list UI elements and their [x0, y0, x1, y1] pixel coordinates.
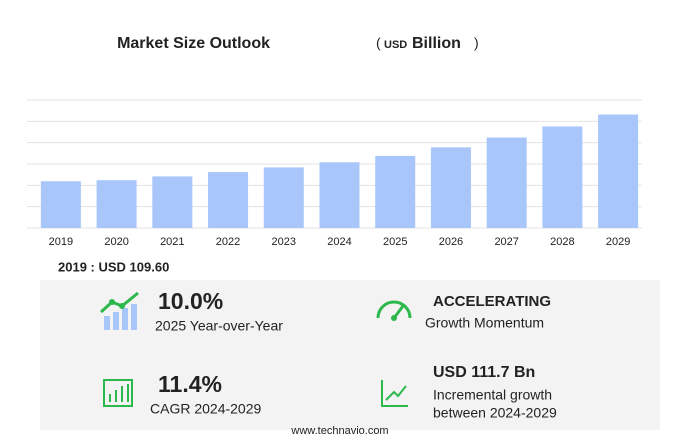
- bar: [263, 167, 304, 228]
- x-tick-label: 2026: [439, 236, 463, 248]
- bar: [486, 137, 527, 228]
- base-year: 2019 : USD 109.60: [58, 259, 169, 274]
- cards-panel: [40, 280, 660, 430]
- bar: [598, 114, 639, 228]
- x-tick-label: 2028: [550, 236, 574, 248]
- x-tick-label: 2020: [104, 236, 128, 248]
- bar: [430, 147, 471, 228]
- x-tick-label: 2025: [383, 236, 407, 248]
- bar: [375, 155, 416, 228]
- unit-close: ): [474, 35, 479, 51]
- x-tick-label: 2024: [327, 236, 351, 248]
- x-tick-label: 2027: [494, 236, 518, 248]
- card-value: 10.0%: [158, 288, 223, 314]
- x-tick-label: 2019: [49, 236, 73, 248]
- unit-label: Billion: [412, 35, 461, 52]
- bar: [152, 176, 193, 228]
- icon-cagr: [103, 379, 133, 407]
- bar: [319, 162, 360, 228]
- card-value: 11.4%: [158, 371, 222, 397]
- card-label: 2025 Year-over-Year: [155, 318, 283, 334]
- icon-growth: [99, 291, 139, 330]
- chart-title: Market Size Outlook: [117, 35, 270, 52]
- card-label: Growth Momentum: [425, 315, 544, 331]
- bar: [96, 180, 137, 228]
- bar: [542, 126, 583, 228]
- card-value: USD 111.7 Bn: [433, 364, 535, 381]
- x-tick-label: 2029: [606, 236, 630, 248]
- card-value: ACCELERATING: [433, 293, 551, 310]
- footer: www.technavio.com: [290, 425, 388, 437]
- unit-currency: USD: [384, 39, 407, 51]
- bar: [40, 181, 81, 228]
- x-tick-label: 2022: [216, 236, 240, 248]
- icon-increment: [381, 380, 408, 407]
- unit-open: (: [376, 35, 381, 51]
- x-tick-label: 2023: [272, 236, 296, 248]
- bar: [208, 172, 249, 228]
- card-label: CAGR 2024-2029: [150, 401, 262, 417]
- icon-gauge: [376, 300, 412, 321]
- card-label: between 2024-2029: [433, 405, 557, 421]
- card-label: Incremental growth: [433, 387, 552, 403]
- x-tick-label: 2021: [160, 236, 184, 248]
